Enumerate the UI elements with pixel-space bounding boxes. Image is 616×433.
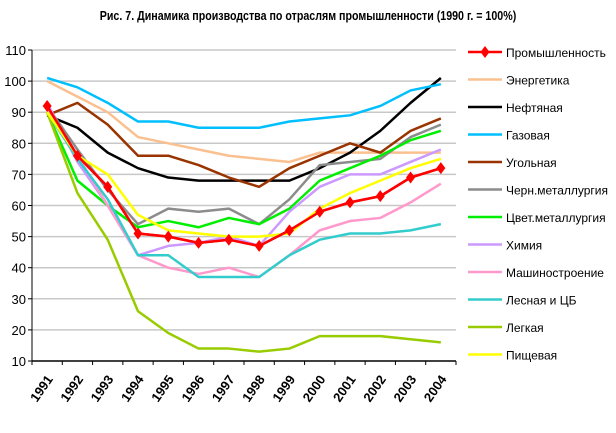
legend-label: Пищевая	[506, 349, 557, 363]
legend-label: Газовая	[506, 129, 550, 143]
legend-label: Легкая	[506, 321, 544, 335]
legend-label: Лесная и ЦБ	[506, 294, 577, 308]
legend-label: Черн.металлургия	[506, 184, 608, 198]
data-point-marker	[133, 227, 143, 240]
x-tick-label: 1993	[88, 372, 117, 404]
legend-label: Угольная	[506, 156, 557, 170]
x-tick-label: 1995	[148, 372, 177, 404]
series-line-3	[46, 77, 442, 182]
data-point-marker	[315, 205, 325, 218]
data-point-marker	[436, 162, 446, 175]
series-line-10	[46, 111, 442, 279]
legend-label: Химия	[506, 239, 542, 253]
y-tick-label: 90	[12, 105, 26, 120]
x-tick-label: 2004	[421, 372, 450, 405]
y-tick-label: 70	[12, 167, 26, 182]
data-point-marker	[406, 171, 416, 184]
chart-title: Рис. 7. Динамика производства по отрасля…	[99, 8, 517, 23]
x-tick-label: 1992	[57, 372, 86, 404]
y-tick-label: 30	[12, 292, 26, 307]
data-point-marker	[72, 149, 82, 162]
x-tick-label: 1999	[269, 372, 298, 404]
y-tick-label: 60	[12, 199, 26, 214]
y-tick-label: 10	[12, 354, 26, 369]
legend-label: Промышленность	[506, 46, 606, 60]
series-line-12	[46, 111, 442, 238]
y-tick-label: 110	[5, 43, 26, 58]
series-line-marker-top	[46, 105, 442, 248]
y-tick-label: 100	[4, 74, 26, 89]
x-tick-label: 1998	[239, 372, 268, 404]
x-tick-label: 1994	[118, 372, 147, 405]
x-tick-label: 2003	[390, 372, 419, 404]
x-tick-label: 1996	[178, 372, 207, 404]
legend-label: Энергетика	[506, 74, 570, 88]
data-point-marker	[224, 233, 234, 246]
data-point-marker	[345, 196, 355, 209]
series-line-2	[46, 79, 441, 164]
data-point-marker	[375, 190, 385, 203]
y-tick-label: 40	[12, 261, 26, 276]
legend-marker	[480, 46, 490, 58]
data-point-marker	[284, 224, 294, 237]
data-point-marker	[163, 230, 173, 243]
x-tick-label: 2000	[300, 372, 329, 404]
legend-label: Нефтяная	[506, 101, 563, 115]
data-point-marker	[194, 236, 204, 249]
x-tick-label: 2001	[330, 372, 359, 404]
x-tick-label: 1997	[209, 372, 238, 404]
series-line-9	[46, 108, 442, 279]
legend-label: Цвет.металлургия	[506, 211, 606, 225]
y-tick-label: 20	[12, 323, 26, 338]
series-line-11	[45, 111, 441, 353]
legend-label: Машиностроение	[506, 266, 604, 280]
y-tick-label: 80	[12, 136, 26, 151]
data-point-marker	[103, 180, 113, 193]
series-line-4	[46, 76, 442, 129]
data-point-marker	[42, 99, 52, 112]
y-tick-label: 50	[12, 230, 26, 245]
series-line-5	[46, 101, 442, 189]
x-tick-label: 1991	[27, 372, 56, 404]
data-point-marker	[254, 239, 264, 252]
x-tick-label: 2002	[360, 372, 389, 404]
